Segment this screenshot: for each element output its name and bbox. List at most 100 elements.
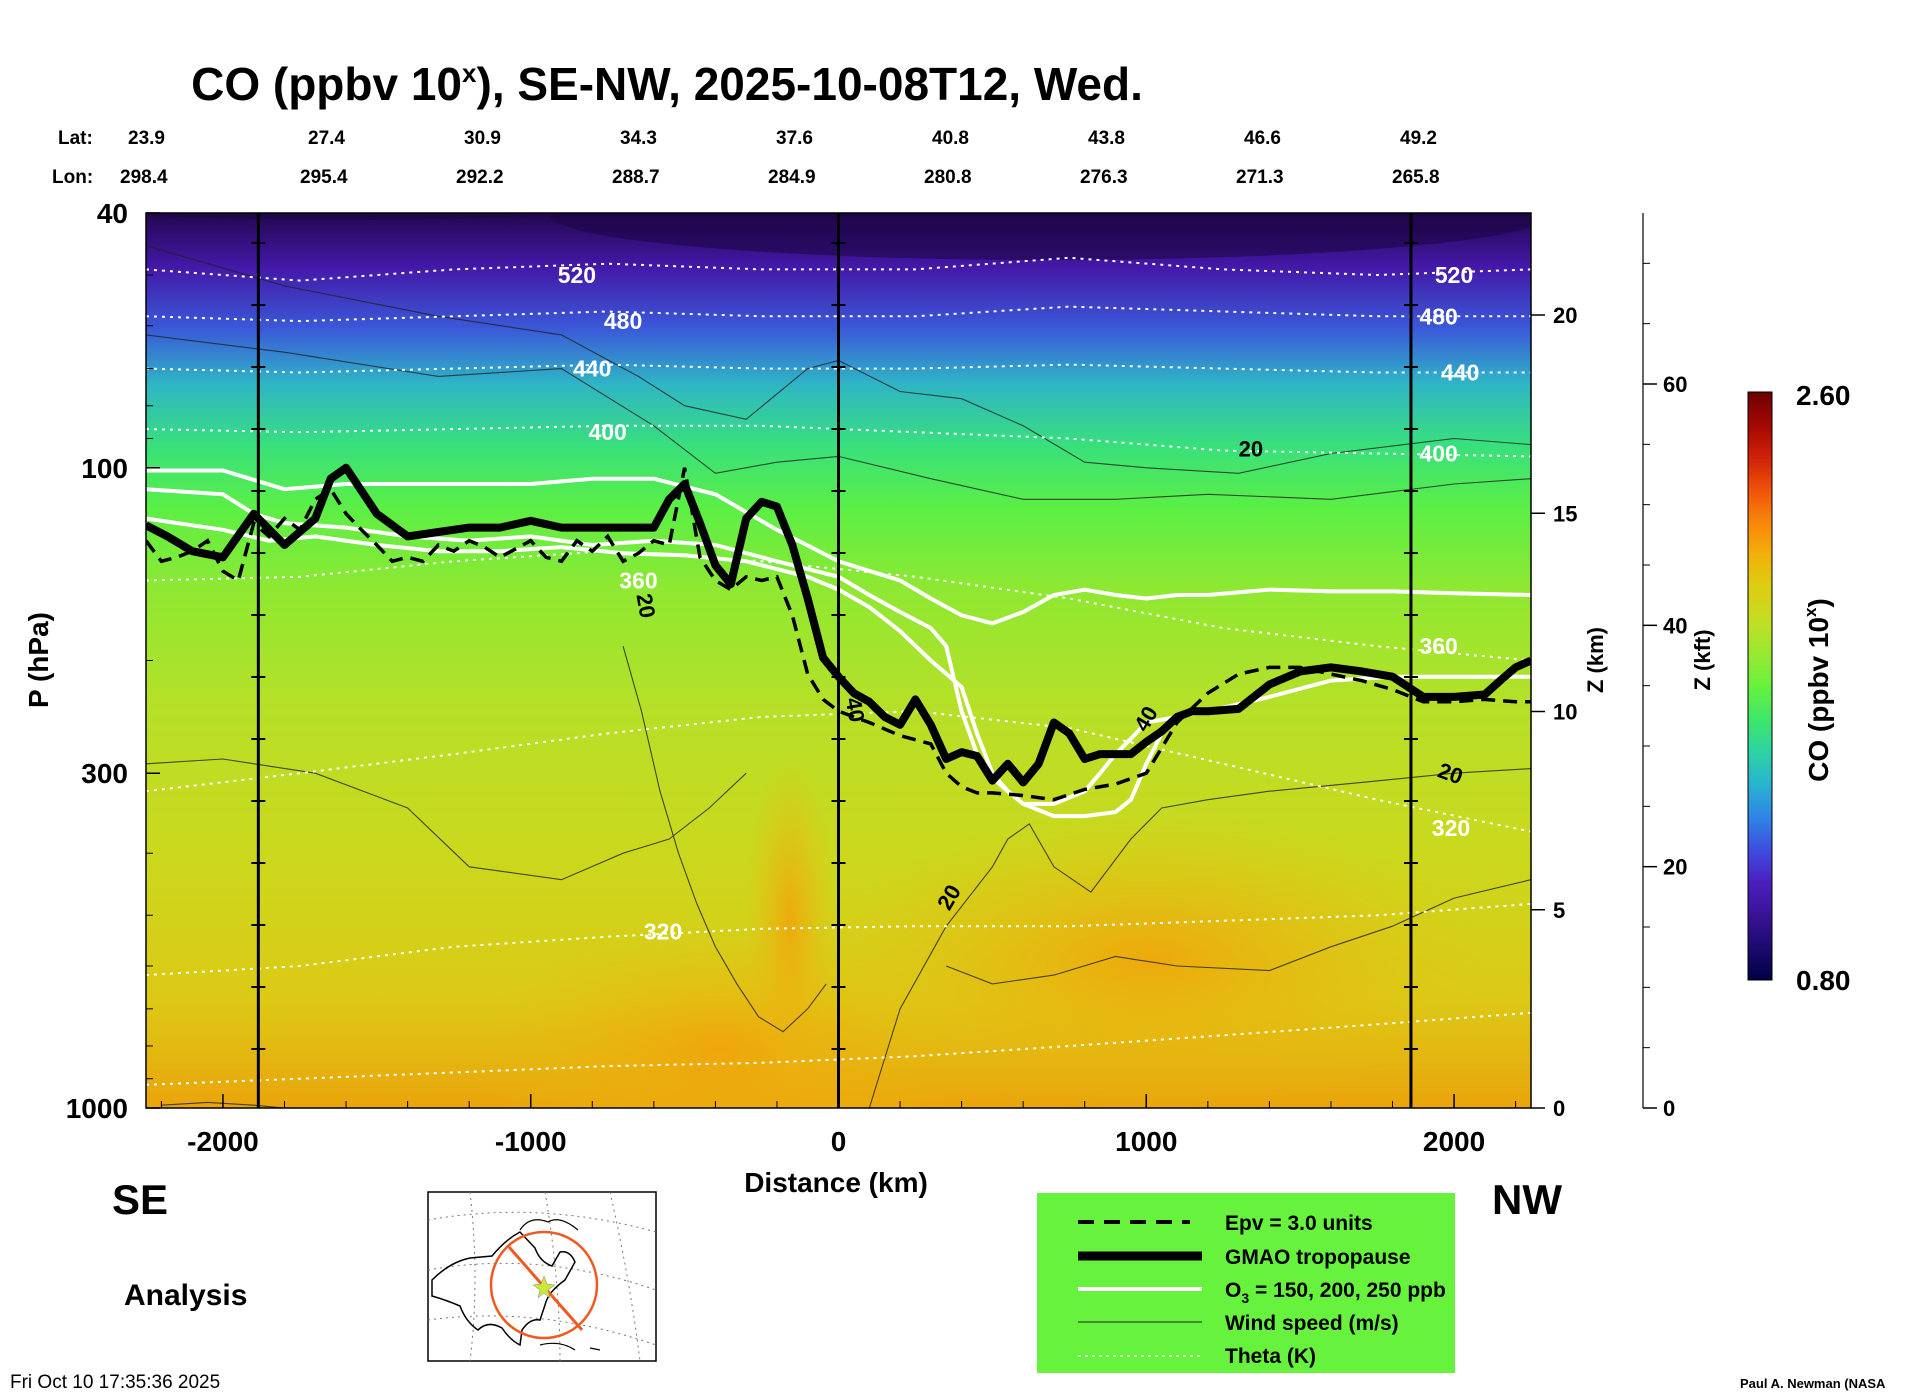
theta-contour-label: 320 <box>1432 815 1470 841</box>
wind-speed-contour <box>622 646 827 1033</box>
theta-contour-label: 320 <box>644 918 682 944</box>
graticule-icon <box>427 1191 657 1362</box>
lon-value: 292.2 <box>456 167 504 188</box>
legend-item-epv: Epv = 3.0 units <box>1225 1212 1373 1235</box>
x-tick-label: 1000 <box>1115 1126 1177 1157</box>
analysis-label: Analysis <box>124 1279 247 1312</box>
z-km-tick-label: 20 <box>1553 303 1577 328</box>
wind-speed-contour <box>946 879 1531 985</box>
wind-speed-contour <box>868 768 1531 1108</box>
co-field: 520 520 480 480 440 440 400 400 360 360 320 320 20 20… <box>146 213 1531 1108</box>
center-point-icon <box>532 1275 556 1299</box>
x-tick-label: -2000 <box>187 1126 259 1157</box>
lon-value: 295.4 <box>300 167 348 188</box>
direction-se-label: SE <box>112 1176 168 1223</box>
pressure-tick-label: 1000 <box>66 1093 128 1124</box>
legend-item-theta: Theta (K) <box>1225 1345 1316 1368</box>
lat-lon-values: 23.9 27.4 30.9 34.3 37.6 40.8 43.8 46.6 49.2 298.… <box>120 128 1440 188</box>
ozone-contour <box>146 468 1531 626</box>
tropopause-contour-line <box>146 463 1531 787</box>
lat-value: 34.3 <box>620 128 657 149</box>
lat-value: 40.8 <box>932 128 969 149</box>
x-tick-label: 0 <box>831 1126 847 1157</box>
z-kft-axis-label: Z (kft) <box>1690 629 1715 690</box>
locator-map-frame <box>427 1191 657 1362</box>
theta-contour-label: 440 <box>1441 360 1479 386</box>
theta-contour-label: 400 <box>588 419 626 445</box>
lat-row-label: Lat: <box>58 128 93 149</box>
co-field-orange-tongue <box>745 750 835 1090</box>
co-field-dark-top-right <box>550 213 1531 260</box>
chart-title: CO (ppbv 10x), SE-NW, 2025-10-08T12, Wed… <box>191 58 1143 110</box>
wind-speed-contour <box>146 245 1531 474</box>
ozone-contour <box>146 516 1164 819</box>
z-kft-tick-label: 60 <box>1663 372 1687 397</box>
wind-speed-contour <box>161 1101 285 1108</box>
theta-contour <box>146 363 1531 374</box>
z-km-axis-label: Z (km) <box>1583 627 1608 693</box>
theta-contour-label: 480 <box>604 308 642 334</box>
z-kft-tick-label: 0 <box>1663 1096 1675 1121</box>
credit: Paul A. Newman (NASA <box>1740 1376 1886 1391</box>
colorbar-max-label: 2.60 <box>1796 380 1851 411</box>
theta-contour-label: 520 <box>558 262 596 288</box>
z-km-tick-label: 5 <box>1553 898 1565 923</box>
z-km-tick-label: 15 <box>1553 501 1577 526</box>
pressure-tick-label: 300 <box>81 758 128 789</box>
pressure-axis: 40 100 300 1000 <box>66 198 160 1124</box>
legend: Epv = 3.0 units GMAO tropopause O3 = 150… <box>1037 1193 1455 1373</box>
co-field-orange-plume-left <box>470 930 970 1108</box>
lon-value: 265.8 <box>1392 167 1440 188</box>
wind-speed-contour-label: 40 <box>841 696 870 724</box>
pressure-tick-label: 100 <box>81 453 128 484</box>
theta-contour-label: 360 <box>619 568 657 594</box>
colorbar <box>1747 391 1773 981</box>
wind-speed-contour <box>146 758 747 881</box>
z-km-tick-label: 0 <box>1553 1096 1565 1121</box>
legend-item-tropopause: GMAO tropopause <box>1225 1246 1411 1269</box>
lat-value: 27.4 <box>308 128 345 149</box>
colorbar-min-label: 0.80 <box>1796 965 1851 996</box>
x-axis: -2000 -1000 0 1000 2000 <box>160 1094 1517 1157</box>
co-field-dark-top <box>146 213 588 220</box>
lon-value: 284.9 <box>768 167 816 188</box>
lon-value: 288.7 <box>612 167 660 188</box>
timestamp: Fri Oct 10 17:35:36 2025 <box>10 1372 220 1393</box>
globe-map-icon <box>431 1231 576 1347</box>
lon-value: 271.3 <box>1236 167 1284 188</box>
lat-value: 30.9 <box>464 128 501 149</box>
lon-row-label: Lon: <box>52 167 93 188</box>
lat-value: 43.8 <box>1088 128 1125 149</box>
vertical-reference-lines <box>251 213 1418 1108</box>
co-field-orange-plume-right <box>820 810 1480 1108</box>
theta-contour-label: 360 <box>1419 633 1457 659</box>
lat-value: 46.6 <box>1244 128 1281 149</box>
theta-contour-label: 520 <box>1435 262 1473 288</box>
target-circle-icon <box>489 1230 599 1340</box>
theta-contour-label: 400 <box>1419 441 1457 467</box>
coastline-north-icon <box>519 1219 579 1231</box>
legend-item-ozone: O3 = 150, 200, 250 ppb <box>1225 1279 1446 1306</box>
colorbar-label: CO (ppbv 10x) <box>1801 598 1834 782</box>
y-axis-label: P (hPa) <box>23 612 54 708</box>
direction-nw-label: NW <box>1492 1176 1562 1223</box>
pressure-tick-label: 40 <box>97 198 128 229</box>
lat-value: 49.2 <box>1400 128 1437 149</box>
x-tick-label: 2000 <box>1423 1126 1485 1157</box>
locator-map <box>427 1191 657 1362</box>
lon-value: 276.3 <box>1080 167 1128 188</box>
z-kft-tick-label: 20 <box>1663 855 1687 880</box>
lat-value: 23.9 <box>128 128 165 149</box>
lat-value: 37.6 <box>776 128 813 149</box>
z-kft-tick-label: 40 <box>1663 613 1687 638</box>
lon-value: 298.4 <box>120 167 168 188</box>
theta-contour-label: 440 <box>573 356 611 382</box>
x-tick-label: -1000 <box>495 1126 567 1157</box>
wind-speed-contour-label: 20 <box>1239 436 1263 461</box>
theta-contour <box>146 424 1531 458</box>
wind-speed-contours <box>146 245 1531 1108</box>
z-km-tick-label: 10 <box>1553 700 1577 725</box>
wind-speed-contour-label: 20 <box>631 591 660 619</box>
legend-item-wind: Wind speed (m/s) <box>1225 1312 1399 1335</box>
